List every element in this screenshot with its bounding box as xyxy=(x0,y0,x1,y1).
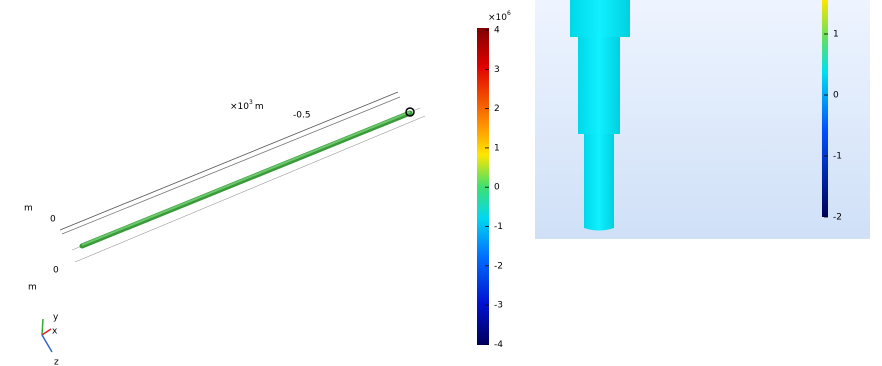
screenshot: ×103m -0.5 m 0 0 m y x z ×106 43210-1-2-… xyxy=(0,0,882,366)
axis-tick-label: 0 xyxy=(50,215,56,225)
colorbar-tick-label: -1 xyxy=(494,222,503,232)
colorbar-tick-label: -2 xyxy=(494,261,503,271)
colorbar-tick-label: -3 xyxy=(494,301,503,311)
axis-unit: m xyxy=(24,204,33,214)
colorbar-tick-label: -2 xyxy=(833,213,842,223)
colorbar-tick-label: 1 xyxy=(833,30,839,40)
axis-tick-label: 0 xyxy=(53,266,59,276)
colorbar-tick-label: 3 xyxy=(494,65,500,75)
axis-tick-label: -0.5 xyxy=(293,111,311,121)
scale-unit: m xyxy=(255,102,264,112)
colorbar-tick-label: -1 xyxy=(833,152,842,162)
triad-label: z xyxy=(54,358,59,366)
colorbar-factor: ×10 xyxy=(488,13,507,23)
colorbar xyxy=(822,0,828,217)
colorbar-tick-label: 4 xyxy=(494,26,500,36)
colorbar-tick-label: 2 xyxy=(494,104,500,114)
axis-unit: m xyxy=(28,283,37,293)
axis-triad: y x z xyxy=(42,313,59,366)
scale-exponent: 3 xyxy=(249,99,253,106)
triad-label: x xyxy=(52,327,58,337)
colorbar-tick-label: 0 xyxy=(833,91,839,101)
scale-base: ×10 xyxy=(230,102,249,112)
right-view: 1 0 -1 -2 xyxy=(535,0,870,239)
colorbar-tick-label: -4 xyxy=(494,340,503,350)
svg-text:×106: ×106 xyxy=(488,10,511,23)
colorbar-tick-label: 1 xyxy=(494,143,500,153)
colorbar xyxy=(477,28,489,345)
triad-label: y xyxy=(53,313,59,323)
colorbar-exponent: 6 xyxy=(507,10,511,17)
colorbar-tick-label: 0 xyxy=(494,183,500,193)
